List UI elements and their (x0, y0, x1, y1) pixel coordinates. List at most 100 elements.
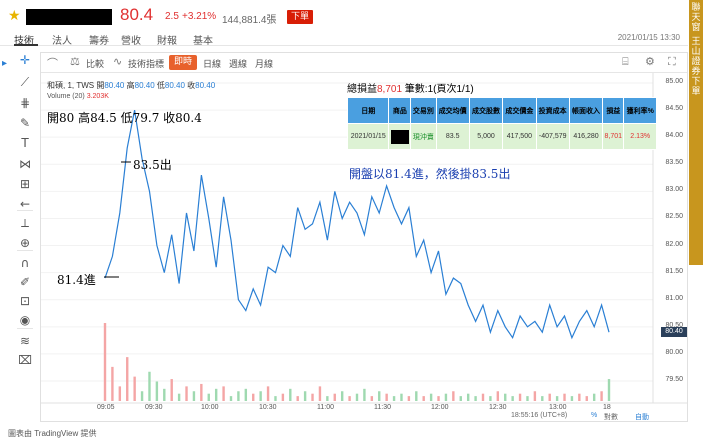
price-tick-label: 82.00 (665, 240, 683, 248)
timeframe-daily[interactable]: 日線 (203, 60, 222, 70)
pattern-icon[interactable]: ⋈ (19, 157, 31, 171)
quote-header: ★ 80.4 2.5 +3.21% 144,881.4張 下單 (0, 0, 688, 32)
time-tick-label: 12:30 (489, 404, 507, 411)
toolbar-divider (17, 328, 33, 329)
tab-institutional[interactable]: 法人 (52, 36, 72, 47)
volume-bar (496, 391, 500, 401)
fullscreen-icon[interactable]: ⛶ (668, 55, 676, 68)
timeframe-weekly[interactable]: 週線 (229, 60, 248, 70)
volume-bar (118, 386, 122, 401)
tab-technical[interactable]: 技術 (14, 36, 34, 47)
volume-bar (289, 388, 292, 401)
auto-toggle[interactable]: 自動 (635, 414, 649, 421)
volume-bar (400, 393, 403, 401)
indicator-icon[interactable]: ∿ (113, 55, 123, 68)
price-tick-label: 80.00 (665, 348, 683, 356)
line-style-icon[interactable]: ⌒ (47, 57, 58, 70)
volume-bar (541, 396, 544, 401)
price-tick-label: 82.50 (665, 213, 683, 221)
volume-bar (600, 391, 603, 401)
price-line (104, 109, 610, 340)
time-tick-label: 13:00 (549, 404, 567, 411)
volume-bar (185, 386, 188, 401)
side-panel-char: 天 (691, 13, 701, 23)
col-date: 日期 (346, 97, 390, 124)
volume-bar (444, 393, 448, 401)
chart-toolbar: ⌒ ⚖ 比較 ∿ 技術指標 即時 日線 週線 月線 ⌸ ⚙ ⛶ (41, 53, 687, 73)
volume-indicator-label: Volume (20) (47, 93, 85, 100)
volume-bar (133, 376, 136, 401)
price-chart[interactable]: ⌒ ⚖ 比較 ∿ 技術指標 即時 日線 週線 月線 ⌸ ⚙ ⛶ 和碩, 1, T… (40, 52, 688, 422)
cell-product (388, 123, 412, 150)
legend-close-label: 收 (187, 81, 196, 90)
compare-button[interactable]: 比較 (86, 60, 105, 70)
col-amount: 成交價金 (502, 97, 537, 124)
volume-bar (192, 391, 196, 401)
ohlc-annotation: 開80 高84.5 低79.7 收80.4 (47, 111, 202, 125)
entry-annotation: 81.4進 (57, 273, 96, 287)
volume-bar (355, 393, 359, 401)
cell-pnl: 8,701 (602, 123, 625, 150)
order-button[interactable]: 下單 (287, 10, 313, 24)
volume-bar (578, 393, 581, 401)
volume-bars (103, 323, 611, 401)
volume-bar (200, 383, 203, 401)
tab-financials[interactable]: 財報 (157, 36, 177, 47)
timeframe-intraday[interactable]: 即時 (169, 55, 198, 70)
trade-volume: 144,881.4張 (222, 15, 277, 26)
volume-bar (326, 396, 329, 401)
zoom-in-icon[interactable]: ⊕ (19, 236, 31, 250)
volume-bar (318, 386, 322, 401)
volume-bar (378, 391, 381, 401)
volume-bar (296, 396, 299, 401)
volume-bar (474, 396, 477, 401)
tab-revenue[interactable]: 營收 (121, 36, 141, 47)
col-trade-type: 交易別 (410, 97, 437, 124)
volume-bar (348, 396, 351, 401)
volume-bar (511, 396, 514, 401)
log-toggle[interactable]: 對數 (604, 414, 618, 421)
layers-icon[interactable]: ≋ (19, 334, 31, 348)
volume-bar (570, 396, 574, 401)
legend-open: 80.40 (104, 81, 125, 90)
toolbar-arrow-icon[interactable]: ▸ (2, 58, 8, 69)
cell-amount: 417,500 (502, 123, 537, 150)
col-income: 帳面收入 (568, 97, 604, 124)
back-arrow-icon[interactable]: ← (19, 197, 31, 211)
volume-bar (489, 396, 492, 401)
magnet-icon[interactable]: ∩ (20, 256, 30, 270)
lock-icon[interactable]: ⊡ (19, 294, 31, 308)
indicators-button[interactable]: 技術指標 (128, 60, 165, 70)
lock-drawing-icon[interactable]: ✐ (19, 275, 31, 289)
tab-bar: 技術 法人 籌券 營收 財報 基本 2021/01/15 13:30 (0, 29, 688, 47)
crosshair-icon[interactable]: ✛ (19, 53, 31, 67)
side-panel-char: 券 (691, 67, 701, 77)
eye-icon[interactable]: ◉ (19, 313, 31, 327)
price-tick-label: 84.50 (665, 105, 683, 113)
percent-toggle[interactable]: % (591, 412, 598, 419)
volume-bar (111, 366, 114, 401)
fib-icon[interactable]: ⋕ (19, 96, 31, 110)
time-tick-label: 11:00 (317, 404, 334, 411)
tab-basics[interactable]: 基本 (193, 36, 213, 47)
gear-icon[interactable]: ⚙ (645, 55, 655, 68)
ruler-icon[interactable]: ⟂ (20, 216, 29, 230)
brush-icon[interactable]: ✎ (19, 116, 31, 130)
cell-cost: -407,579 (535, 123, 570, 150)
timeframe-monthly[interactable]: 月線 (255, 60, 274, 70)
camera-icon[interactable]: ⌸ (622, 55, 629, 68)
legend-low-label: 低 (156, 81, 165, 90)
prediction-icon[interactable]: ⊞ (19, 177, 31, 191)
text-icon[interactable]: T (21, 136, 29, 150)
price-tick-label: 81.50 (665, 267, 683, 275)
tab-margin[interactable]: 籌券 (89, 36, 109, 47)
side-panel-char: 證 (691, 57, 701, 67)
volume-bar (363, 388, 366, 401)
side-promo-panel[interactable]: 聯 天 窗 王 山 證 券 下 單 (689, 0, 703, 265)
compare-icon[interactable]: ⚖ (70, 55, 80, 68)
trendline-icon[interactable]: ⟋ (20, 75, 30, 89)
volume-bar (481, 393, 485, 401)
volume-bar (148, 371, 151, 401)
favorite-star-icon[interactable]: ★ (8, 8, 21, 24)
trash-icon[interactable]: ⌧ (18, 353, 32, 367)
